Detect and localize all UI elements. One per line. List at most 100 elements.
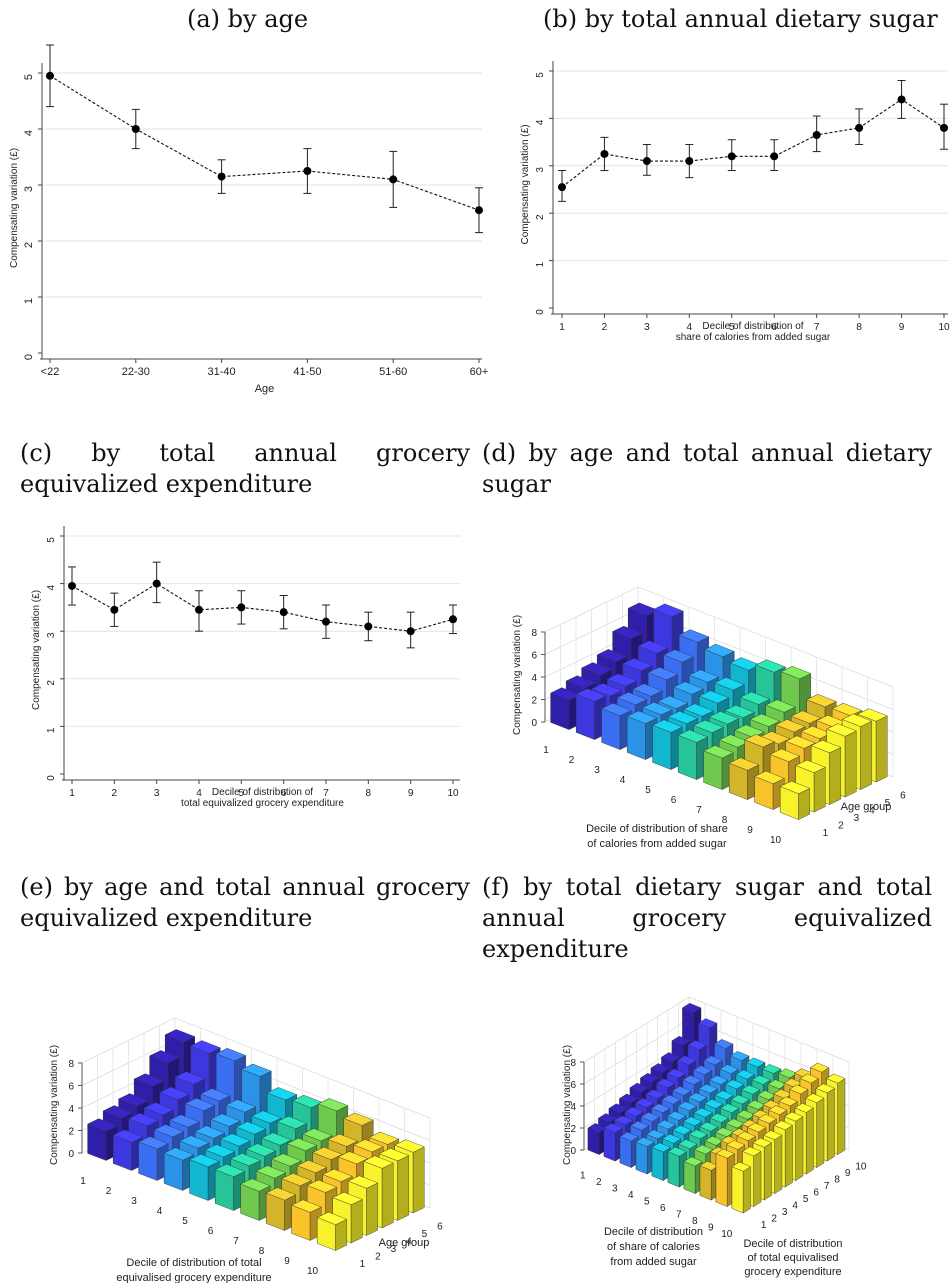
y-tick-label: 2 bbox=[375, 1251, 381, 1262]
bar-top-face bbox=[337, 1151, 369, 1165]
bar-top-face bbox=[214, 1163, 246, 1178]
y-tick-label: 4 bbox=[23, 130, 35, 136]
bar-top-face bbox=[742, 1146, 762, 1157]
bar-top-face bbox=[806, 694, 837, 708]
y-tick-label: 10 bbox=[855, 1162, 867, 1173]
bar-top-face bbox=[642, 702, 673, 716]
z-tick-label: 8 bbox=[531, 628, 537, 639]
x-tick-label: 6 bbox=[671, 795, 677, 806]
bar-top-face bbox=[784, 1111, 804, 1122]
y-axis-label: Age group bbox=[379, 1237, 430, 1249]
bar bbox=[728, 757, 760, 800]
bar-top-face bbox=[799, 1073, 819, 1084]
x-tick-label: 9 bbox=[284, 1256, 290, 1267]
data-point bbox=[217, 172, 226, 181]
x-axis-label: equivalised grocery expenditure bbox=[116, 1272, 271, 1283]
x-tick-label: 6 bbox=[660, 1203, 666, 1214]
data-point bbox=[152, 579, 161, 588]
y-tick-label: 0 bbox=[23, 354, 35, 360]
data-point bbox=[727, 152, 736, 161]
bar bbox=[291, 1199, 322, 1241]
bar-top-face bbox=[368, 1131, 400, 1145]
bar-top-face bbox=[302, 1128, 333, 1142]
y-axis-label: Decile of distribution bbox=[743, 1238, 842, 1250]
bar-top-face bbox=[87, 1118, 118, 1132]
x-tick-label: 2 bbox=[596, 1177, 602, 1188]
bar-top-face bbox=[747, 1122, 767, 1133]
bar-top-face bbox=[749, 713, 781, 727]
bar-top-face bbox=[746, 1057, 766, 1068]
bar-top-face bbox=[194, 1125, 226, 1139]
bar-top-face bbox=[581, 662, 612, 676]
bar-front-face bbox=[619, 1136, 632, 1168]
bar-top-face bbox=[810, 739, 842, 754]
data-point bbox=[364, 622, 373, 631]
y-axis-label: Compensating variation (£) bbox=[520, 124, 531, 244]
y-tick-label: 5 bbox=[23, 74, 35, 80]
x-tick-label: 5 bbox=[644, 1197, 650, 1208]
bar-top-face bbox=[646, 1129, 666, 1140]
bar bbox=[550, 687, 581, 730]
x-tick-label: 8 bbox=[722, 815, 728, 826]
data-point bbox=[770, 152, 779, 161]
bar-side-face bbox=[764, 1142, 772, 1201]
bar-top-face bbox=[703, 1055, 723, 1066]
bar-top-face bbox=[306, 1179, 338, 1193]
bar-front-face bbox=[678, 734, 697, 780]
y-tick-label: 4 bbox=[792, 1201, 798, 1212]
bar bbox=[715, 1148, 735, 1207]
z-tick-label: 2 bbox=[68, 1127, 74, 1138]
bar-top-face bbox=[632, 683, 663, 697]
bar-top-face bbox=[667, 1111, 687, 1121]
bar-side-face bbox=[753, 1151, 762, 1207]
bar-front-face bbox=[627, 716, 646, 760]
bar-top-face bbox=[826, 1073, 846, 1084]
x-tick-label: 10 bbox=[770, 835, 782, 846]
y-tick-label: 5 bbox=[535, 72, 546, 78]
z-axis-label: Compensating variation (£) bbox=[562, 1045, 573, 1165]
bar-side-face bbox=[743, 1166, 751, 1214]
x-tick-label: 3 bbox=[131, 1196, 137, 1207]
bar-top-face bbox=[677, 729, 709, 743]
bar-top-face bbox=[235, 1121, 267, 1135]
bar-top-face bbox=[394, 1139, 425, 1153]
x-tick-label: 10 bbox=[447, 788, 459, 799]
bar-side-face bbox=[813, 766, 826, 813]
y-tick-label: 4 bbox=[406, 1236, 412, 1247]
data-point bbox=[812, 130, 821, 139]
bar-top-face bbox=[251, 1110, 282, 1124]
data-point bbox=[642, 157, 651, 166]
bar-top-face bbox=[768, 1105, 788, 1115]
y-tick-label: 7 bbox=[824, 1181, 830, 1192]
bar-top-face bbox=[608, 1103, 628, 1114]
bar-top-face bbox=[667, 710, 699, 725]
x-tick-label: 3 bbox=[594, 765, 600, 776]
bar-top-face bbox=[133, 1073, 165, 1087]
y-tick-label: 4 bbox=[535, 119, 546, 125]
bar-top-face bbox=[698, 1018, 718, 1029]
series-line bbox=[49, 75, 480, 211]
x-tick-label: 4 bbox=[620, 775, 626, 786]
z-tick-label: 4 bbox=[570, 1102, 576, 1113]
bar-top-face bbox=[785, 735, 816, 749]
bar-top-face bbox=[327, 1133, 359, 1147]
x-tick-label: 2 bbox=[602, 322, 608, 333]
x-axis-label: of calories from added sugar bbox=[587, 838, 727, 850]
y-tick-label: 2 bbox=[838, 820, 844, 831]
bar-top-face bbox=[677, 1055, 697, 1066]
bar-top-face bbox=[291, 1199, 322, 1213]
x-tick-label: 7 bbox=[323, 788, 329, 799]
x-tick-label: 1 bbox=[543, 745, 549, 756]
y-tick-label: 3 bbox=[782, 1207, 788, 1218]
bar-top-face bbox=[815, 1083, 835, 1094]
bar-top-face bbox=[762, 1064, 782, 1074]
x-tick-label: 41-50 bbox=[293, 366, 321, 378]
bar-top-face bbox=[619, 1093, 639, 1104]
y-tick-label: 5 bbox=[422, 1229, 428, 1240]
bar-top-face bbox=[614, 1115, 634, 1126]
bar-top-face bbox=[143, 1102, 175, 1116]
x-tick-label: 31-40 bbox=[208, 366, 236, 378]
x-tick-label: <22 bbox=[41, 366, 60, 378]
y-tick-label: 1 bbox=[535, 261, 546, 267]
bar-top-face bbox=[765, 699, 796, 713]
